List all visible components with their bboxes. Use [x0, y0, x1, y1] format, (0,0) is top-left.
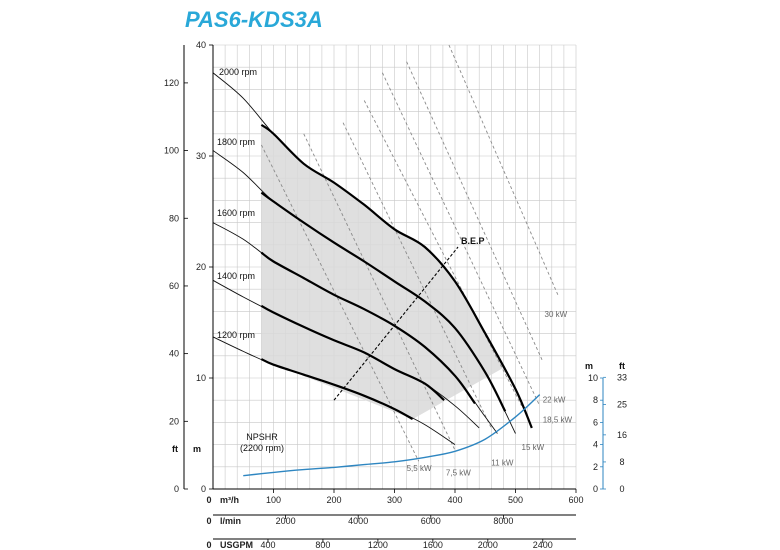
- npsh-m-unit: m: [585, 361, 593, 371]
- power-line: [303, 133, 456, 451]
- y-tick-label-m: 40: [196, 40, 206, 50]
- y-tick-label-m: 30: [196, 151, 206, 161]
- x-tick-label-m3h: 600: [568, 495, 583, 505]
- y-tick-label-ft: 100: [164, 146, 179, 156]
- power-line-label: 7,5 kW: [446, 469, 471, 478]
- head-curve-operating: [260, 304, 445, 402]
- x-tick-label-m3h: 100: [266, 495, 281, 505]
- x-zero-usgpm: 0: [206, 540, 211, 550]
- bep-line: [333, 246, 459, 401]
- x-unit-m3h: m³/h: [220, 495, 239, 505]
- y-tick-label-ft: 40: [169, 349, 179, 359]
- power-line-label: 15 kW: [522, 443, 545, 452]
- npsh-tick-label-ft: 0: [619, 484, 624, 494]
- x-unit-lmin: l/min: [220, 516, 241, 526]
- x-tick-label-usgpm: 1600: [423, 540, 443, 550]
- x-tick-label-lmin: 8000: [493, 516, 513, 526]
- m-unit-label: m: [193, 444, 201, 454]
- head-curve-operating: [260, 358, 414, 421]
- npshr-label: (2200 rpm): [240, 443, 284, 453]
- x-tick-label-m3h: 400: [447, 495, 462, 505]
- y-tick-label-ft: 120: [164, 78, 179, 88]
- npshr-line: [243, 394, 541, 477]
- x-tick-label-m3h: 300: [387, 495, 402, 505]
- curve-label: 1600 rpm: [217, 208, 255, 218]
- npsh-tick-label-ft: 25: [617, 399, 627, 409]
- power-line-label: 5,5 kW: [407, 464, 432, 473]
- x-tick-label-m3h: 500: [508, 495, 523, 505]
- power-line: [381, 72, 541, 406]
- y-tick-label-ft: 20: [169, 416, 179, 426]
- x-tick-label-lmin: 2000: [276, 516, 296, 526]
- chart-title: PAS6-KDS3A: [185, 7, 323, 32]
- npshr-label: NPSHR: [246, 432, 278, 442]
- ft-unit-label: ft: [172, 444, 178, 454]
- y-tick-label-m: 20: [196, 262, 206, 272]
- npsh-tick-label-m: 4: [593, 440, 598, 450]
- curve-label: 1400 rpm: [217, 271, 255, 281]
- y-tick-label-ft: 80: [169, 213, 179, 223]
- curve-label: 2000 rpm: [219, 67, 257, 77]
- head-curve-operating: [260, 251, 476, 405]
- x-tick-label-usgpm: 800: [315, 540, 330, 550]
- npsh-tick-label-m: 8: [593, 395, 598, 405]
- x-tick-label-usgpm: 2000: [478, 540, 498, 550]
- power-line-label: 18,5 kW: [543, 415, 573, 424]
- head-curve-operating: [260, 191, 507, 412]
- y-tick-label-m: 10: [196, 373, 206, 383]
- x-unit-usgpm: USGPM: [220, 540, 253, 550]
- head-curve-operating: [260, 124, 533, 429]
- npsh-tick-label-ft: 8: [619, 457, 624, 467]
- npsh-tick-label-m: 6: [593, 417, 598, 427]
- npsh-tick-label-m: 2: [593, 462, 598, 472]
- power-line-label: 22 kW: [543, 395, 566, 404]
- x-tick-label-m3h: 200: [326, 495, 341, 505]
- x-tick-label-usgpm: 1200: [368, 540, 388, 550]
- head-curves: 2000 rpm 1800 rpm 1600 rpm 1400 rpm 1200 rpm…: [212, 67, 533, 445]
- bep-label: B.E.P: [461, 236, 485, 246]
- npsh-tick-label-ft: 33: [617, 372, 627, 382]
- npshr-curve: NPSHR(2200 rpm): [240, 394, 541, 477]
- power-line-label: 11 kW: [491, 459, 514, 468]
- power-line: [342, 122, 492, 429]
- operating-region-area: [261, 124, 506, 420]
- x-tick-label-usgpm: 400: [260, 540, 275, 550]
- x-tick-label-lmin: 6000: [421, 516, 441, 526]
- power-line-label: 30 kW: [545, 310, 568, 319]
- power-line: [448, 44, 559, 295]
- npsh-tick-label-m: 0: [593, 484, 598, 494]
- x-tick-label-usgpm: 2400: [533, 540, 553, 550]
- y-tick-label-ft: 60: [169, 281, 179, 291]
- npsh-tick-label-m: 10: [588, 373, 598, 383]
- operating-region: [261, 124, 506, 420]
- curve-label: 1200 rpm: [217, 330, 255, 340]
- npsh-ft-unit: ft: [619, 361, 625, 371]
- x-tick-label-lmin: 4000: [348, 516, 368, 526]
- power-line: [363, 100, 522, 406]
- npsh-tick-label-ft: 16: [617, 430, 627, 440]
- curve-label: 1800 rpm: [217, 137, 255, 147]
- x-zero-m3h: 0: [206, 495, 211, 505]
- y-tick-label-m: 0: [201, 484, 206, 494]
- x-zero-lmin: 0: [206, 516, 211, 526]
- y-tick-label-ft: 0: [174, 484, 179, 494]
